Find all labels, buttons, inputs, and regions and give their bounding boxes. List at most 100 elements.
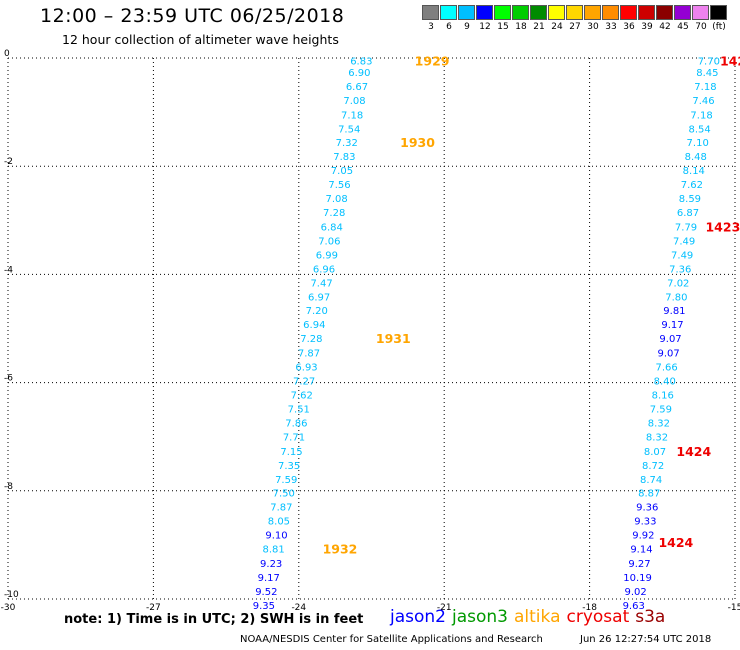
x-tick-label: -15 [728, 603, 740, 612]
wave-height-value: 7.10 [687, 138, 709, 149]
legend-entry-jason2: jason2 [390, 607, 446, 627]
wave-height-value: 9.17 [661, 320, 683, 331]
wave-height-value: 7.70 [698, 57, 720, 68]
y-tick-label: -10 [4, 590, 19, 600]
legend-entry-altika: altika [514, 607, 561, 627]
colorbar-swatch [494, 5, 511, 20]
wave-height-value: 9.27 [628, 559, 650, 570]
wave-height-value: 6.90 [348, 68, 370, 79]
wave-height-value: 7.28 [323, 208, 345, 219]
map-subtitle: 12 hour collection of altimeter wave hei… [62, 32, 339, 47]
wave-height-value: 8.07 [644, 447, 666, 458]
colorbar-label: 42 [659, 22, 671, 32]
wave-height-value: 7.79 [675, 222, 697, 233]
colorbar-label: 27 [569, 22, 581, 32]
colorbar-label: 3 [428, 22, 434, 32]
colorbar-label: (ft) [712, 22, 726, 32]
wave-height-value: 8.45 [696, 68, 718, 79]
wave-height-value: 6.93 [295, 362, 317, 373]
x-tick-label: -30 [1, 603, 16, 612]
wave-height-value: 7.47 [310, 279, 332, 290]
wave-height-value: 9.23 [260, 559, 282, 570]
pass-time-label: 1929 [415, 54, 450, 69]
colorbar-swatch [530, 5, 547, 20]
legend-entry-jason3: jason3 [452, 607, 508, 627]
wave-height-value: 7.59 [650, 405, 672, 416]
wave-height-value: 7.18 [341, 110, 363, 121]
colorbar-swatch [692, 5, 709, 20]
wave-height-value: 9.92 [632, 531, 654, 542]
colorbar-swatch [440, 5, 457, 20]
wave-height-value: 7.86 [285, 419, 307, 430]
colorbar-label: 70 [695, 22, 707, 32]
wave-height-value: 9.02 [625, 587, 647, 598]
wave-height-value: 7.62 [291, 391, 313, 402]
satellite-legend: jason2 jason3 altika cryosat s3a [390, 607, 671, 627]
wave-height-value: 7.02 [667, 279, 689, 290]
wave-height-value: 7.18 [694, 82, 716, 93]
wave-height-value: 8.32 [648, 419, 670, 430]
wave-height-value: 7.05 [331, 166, 353, 177]
wave-height-value: 7.62 [681, 180, 703, 191]
wave-height-value: 8.16 [652, 391, 674, 402]
colorbar-swatch [584, 5, 601, 20]
legend-entry-cryosat: cryosat [566, 607, 630, 627]
wave-height-value: 7.49 [671, 250, 693, 261]
wave-height-value: 7.80 [665, 293, 687, 304]
colorbar-swatch [674, 5, 691, 20]
wave-height-value: 9.07 [657, 348, 679, 359]
pass-time-label: 1423 [705, 219, 740, 234]
wave-height-value: 7.87 [298, 348, 320, 359]
wave-height-value: 8.81 [262, 545, 284, 556]
pass-time-label: 1424 [676, 444, 711, 459]
credit-text: NOAA/NESDIS Center for Satellite Applica… [240, 634, 543, 645]
wave-height-value: 7.36 [669, 264, 691, 275]
y-tick-label: -6 [4, 374, 13, 384]
pass-time-label: 1930 [400, 135, 435, 150]
wave-height-value: 7.08 [325, 194, 347, 205]
pass-time-label: 1931 [376, 331, 411, 346]
wave-height-value: 7.08 [343, 96, 365, 107]
wave-height-value: 8.32 [646, 433, 668, 444]
wave-height-value: 7.87 [270, 502, 292, 513]
wave-height-value: 7.51 [288, 405, 310, 416]
wave-height-value: 7.56 [328, 180, 350, 191]
pass-time-label: 1932 [323, 542, 358, 557]
wave-height-value: 6.99 [316, 250, 338, 261]
wave-height-value: 9.81 [663, 306, 685, 317]
wave-height-value: 8.54 [688, 124, 710, 135]
wave-height-value: 8.74 [640, 475, 662, 486]
colorbar-label: 45 [677, 22, 689, 32]
colorbar-swatch [422, 5, 439, 20]
colorbar-swatch [602, 5, 619, 20]
colorbar-label: 6 [446, 22, 452, 32]
y-tick-label: -2 [4, 157, 13, 167]
wave-height-value: 9.17 [258, 573, 280, 584]
wave-height-value: 9.33 [634, 517, 656, 528]
wave-height-value: 10.19 [623, 573, 652, 584]
wave-height-value: 7.15 [280, 447, 302, 458]
colorbar-swatch [710, 5, 727, 20]
x-tick-label: -24 [291, 603, 306, 612]
colorbar-label: 30 [587, 22, 599, 32]
wave-height-value: 7.66 [656, 362, 678, 373]
wave-height-value: 7.50 [273, 488, 295, 499]
wave-height-value: 9.52 [255, 587, 277, 598]
wave-height-value: 7.32 [336, 138, 358, 149]
colorbar-swatch [458, 5, 475, 20]
wave-height-value: 7.06 [318, 236, 340, 247]
wave-height-value: 7.71 [283, 433, 305, 444]
wave-height-value: 8.40 [654, 376, 676, 387]
x-tick-label: -18 [582, 603, 597, 612]
wave-height-value: 8.87 [638, 488, 660, 499]
wave-height-value: 7.59 [275, 475, 297, 486]
wave-height-value: 9.14 [630, 545, 652, 556]
wave-height-value: 8.59 [679, 194, 701, 205]
wave-height-value: 6.67 [346, 82, 368, 93]
colorbar-label: 21 [533, 22, 545, 32]
colorbar-swatch [512, 5, 529, 20]
colorbar-label: 9 [464, 22, 470, 32]
x-tick-label: -21 [437, 603, 452, 612]
wave-height-value: 7.28 [300, 334, 322, 345]
wave-height-value: 7.20 [306, 306, 328, 317]
